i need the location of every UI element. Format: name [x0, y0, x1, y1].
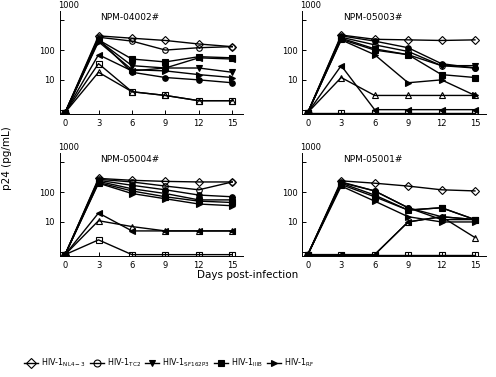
- Text: 1000: 1000: [58, 143, 79, 152]
- Text: NPM-05001#: NPM-05001#: [343, 155, 402, 164]
- Text: 1000: 1000: [301, 1, 321, 10]
- Text: NPM-05003#: NPM-05003#: [343, 13, 402, 22]
- Legend: HIV-1$_{\mathregular{NL4-3}}$, HIV-1$_{\mathregular{TC2}}$, HIV-1$_{\mathregular: HIV-1$_{\mathregular{NL4-3}}$, HIV-1$_{\…: [24, 357, 314, 369]
- Text: p24 (pg/mL): p24 (pg/mL): [2, 126, 12, 190]
- Text: Days post-infection: Days post-infection: [197, 270, 299, 280]
- Text: NPM-05004#: NPM-05004#: [100, 155, 159, 164]
- Text: 1000: 1000: [301, 143, 321, 152]
- Legend: HIV-1$_{\mathregular{MN}}$, HIV-1$_{\mathregular{KM018}}$, HIV-1$_{\mathregular{: HIV-1$_{\mathregular{MN}}$, HIV-1$_{\mat…: [24, 375, 249, 377]
- Text: NPM-04002#: NPM-04002#: [100, 13, 159, 22]
- Text: 1000: 1000: [58, 1, 79, 10]
